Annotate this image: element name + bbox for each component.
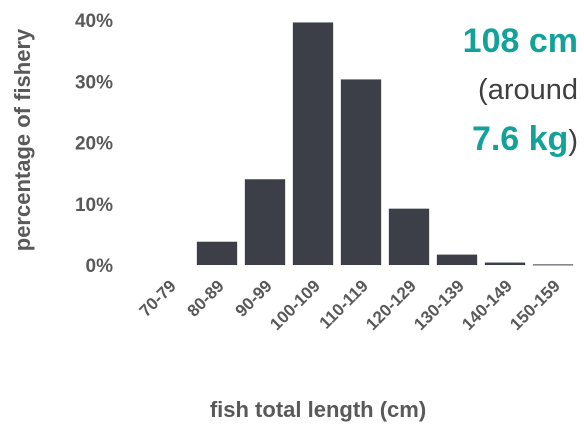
- x-tick-label: 100-109: [266, 276, 324, 334]
- annotation-weight-line: 7.6 kg): [472, 120, 578, 158]
- bar-100-109: [292, 22, 334, 266]
- x-tick-label: 120-129: [362, 276, 420, 334]
- annotation-close-paren: ): [568, 125, 578, 157]
- x-tick-label: 140-149: [458, 276, 516, 334]
- x-tick-label: 150-159: [506, 276, 564, 334]
- x-axis-title: fish total length (cm): [210, 397, 426, 422]
- bar-140-149: [484, 262, 526, 265]
- bar-90-99: [244, 179, 286, 265]
- y-tick-label: 40%: [75, 11, 113, 32]
- y-tick-label: 20%: [75, 134, 113, 155]
- bar-130-139: [436, 254, 478, 265]
- bar-120-129: [388, 208, 430, 265]
- bar-150-159: [532, 264, 574, 266]
- annotation-weight: 7.6 kg: [472, 120, 568, 158]
- y-tick-label: 10%: [75, 195, 113, 216]
- annotation-length: 108 cm: [463, 22, 578, 60]
- x-tick-label: 70-79: [136, 276, 180, 320]
- x-tick-label: 130-139: [410, 276, 468, 334]
- bar-110-119: [340, 79, 382, 265]
- y-axis-title: percentage of fishery: [10, 28, 35, 251]
- annotation: 108 cm (around 7.6 kg): [463, 22, 578, 158]
- x-tick-label: 110-119: [316, 276, 372, 332]
- x-tick-label: 80-89: [184, 276, 228, 320]
- bar-80-89: [196, 241, 238, 265]
- y-tick-label: 0%: [86, 256, 114, 277]
- annotation-around: (around: [478, 74, 578, 106]
- x-tick-label: 90-99: [232, 276, 276, 320]
- y-tick-label: 30%: [75, 72, 113, 93]
